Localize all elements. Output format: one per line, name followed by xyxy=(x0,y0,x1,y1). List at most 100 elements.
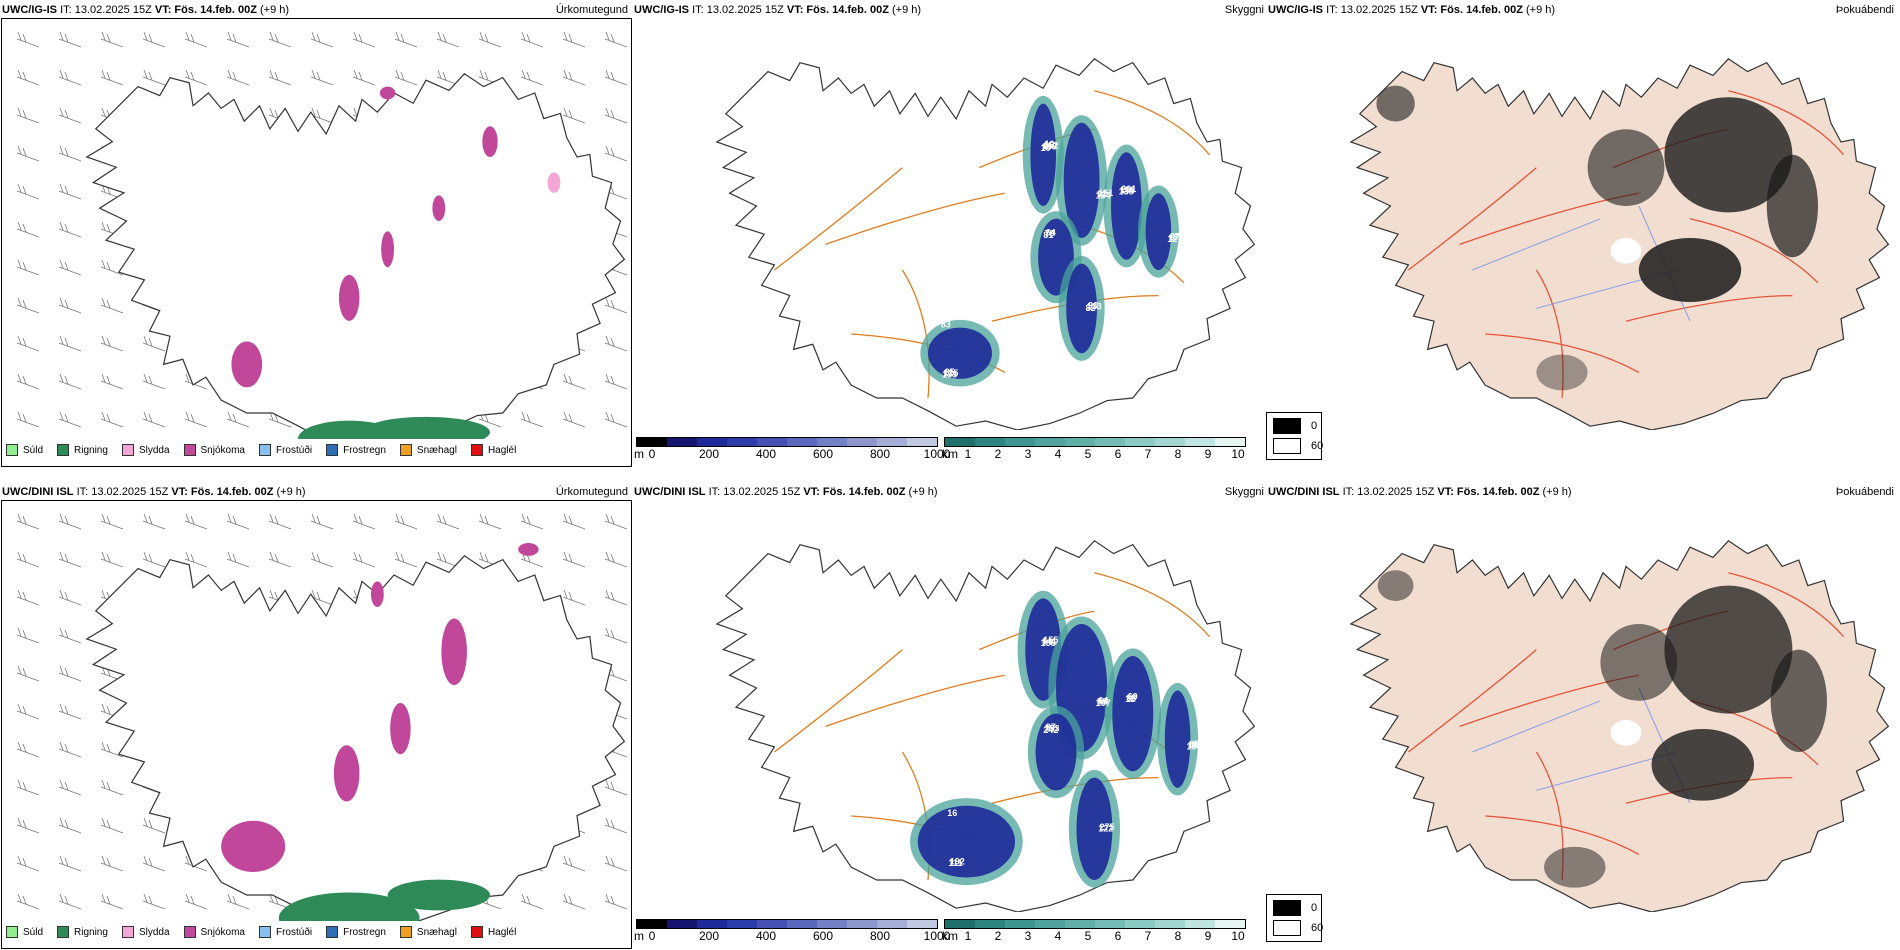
fog-map xyxy=(1350,540,1890,912)
fog-swatch-dark xyxy=(1273,418,1301,434)
legend-label: Snæhagl xyxy=(416,444,457,456)
run-header: UWC/DINI ISL IT: 13.02.2025 15Z VT: Fös.… xyxy=(2,486,306,498)
colorbar-step xyxy=(1125,438,1155,446)
vt-value: Fös. 14.feb. 00Z xyxy=(190,486,277,498)
lead-time: (+9 h) xyxy=(892,4,922,16)
legend-item: Rigning xyxy=(57,444,108,456)
colorbar-step xyxy=(787,920,817,928)
cloud-base-label: 141 xyxy=(1042,636,1057,646)
glacier xyxy=(1610,238,1642,264)
fog-legend-row: 60 xyxy=(1273,438,1323,454)
cloud-base-label: 64 xyxy=(1098,695,1108,705)
legend-item: Rigning xyxy=(57,926,108,938)
visibility-tick: 9 xyxy=(1204,447,1212,461)
fog-map xyxy=(1350,58,1890,430)
legend-label: Frostregn xyxy=(343,926,386,938)
visibility-tick: 6 xyxy=(1114,929,1122,943)
glacier xyxy=(1610,720,1642,746)
cloud-base-label: 138 xyxy=(1119,186,1134,196)
cloud-base-label: 125 xyxy=(943,368,958,378)
cloud-base-label: 35 xyxy=(945,367,955,377)
colorbar-step xyxy=(637,438,667,446)
legend-item: Snjókoma xyxy=(183,926,245,938)
colorbar-step xyxy=(1065,438,1095,446)
visibility-colorbar xyxy=(944,437,1246,447)
snow-area xyxy=(482,126,498,157)
vt-label: VT: xyxy=(154,4,175,16)
fog-high-label: 60 xyxy=(1311,440,1324,452)
legend-label: Haglél xyxy=(487,926,517,938)
cloud-base-label: 151 xyxy=(1098,188,1113,198)
low-cloud-area xyxy=(1066,263,1097,354)
legend-label: Súld xyxy=(23,444,44,456)
colorbar-step xyxy=(1005,438,1035,446)
legend-label: Slydda xyxy=(138,926,170,938)
model-name: UWC/DINI ISL xyxy=(1268,486,1340,498)
snow-area xyxy=(441,618,467,686)
vt-value: Fös. 14.feb. 00Z xyxy=(822,486,909,498)
cloud-base-label: 88 xyxy=(1097,697,1107,707)
low-cloud-area xyxy=(917,805,1016,878)
legend-item: Haglél xyxy=(470,926,517,938)
cloud-base-label: 10 xyxy=(1041,143,1051,153)
colorbar-step xyxy=(1185,438,1215,446)
fog-area xyxy=(1770,649,1827,752)
cloud-base-label: 127 xyxy=(1167,234,1182,244)
cloud-base-label: 60 xyxy=(1128,692,1138,702)
ceiling-unit: m xyxy=(634,447,644,461)
colorbar-step xyxy=(817,438,847,446)
ceiling-tick: 600 xyxy=(812,447,834,461)
legend-swatch xyxy=(183,926,196,938)
visibility-tick: 6 xyxy=(1114,447,1122,461)
fog-area xyxy=(1664,585,1793,714)
vt-label: VT: xyxy=(786,4,807,16)
colorbar-step xyxy=(1215,920,1245,928)
cloud-base-label: 242 xyxy=(1043,725,1058,735)
visibility-tick: 9 xyxy=(1204,929,1212,943)
cloud-base-label: 175 xyxy=(1169,233,1184,243)
visibility-tick: 2 xyxy=(994,929,1002,943)
it-label: IT: xyxy=(60,4,75,16)
fog-swatch-light xyxy=(1273,438,1301,454)
legend-swatch xyxy=(121,926,134,938)
cloud-base-label: 64 xyxy=(1046,227,1056,237)
it-value: 13.02.2025 15Z xyxy=(1340,4,1421,16)
legend-swatch xyxy=(57,926,70,938)
cloud-base-label: 253 xyxy=(1044,724,1059,734)
visibility-ticks: km 1 2 3 4 5 6 7 8 9 10 xyxy=(942,447,1245,463)
run-header: UWC/DINI ISL IT: 13.02.2025 15Z VT: Fös.… xyxy=(634,486,938,498)
visibility-tick: 1 xyxy=(964,929,972,943)
run-header: UWC/IG-IS IT: 13.02.2025 15Z VT: Fös. 14… xyxy=(1268,4,1555,16)
legend-swatch xyxy=(121,444,134,456)
cloud-base-label: 134 xyxy=(1096,190,1111,200)
colorbar-step xyxy=(667,438,697,446)
run-header: UWC/DINI ISL IT: 13.02.2025 15Z VT: Fös.… xyxy=(1268,486,1572,498)
ceiling-tick: 200 xyxy=(698,929,720,943)
legend-swatch xyxy=(258,444,271,456)
colorbar-step xyxy=(757,920,787,928)
colorbar-step xyxy=(757,438,787,446)
ceiling-tick: 0 xyxy=(648,447,656,461)
legend-swatch xyxy=(399,926,412,938)
legend-label: Frostregn xyxy=(343,444,386,456)
cloud-base-label: 108 xyxy=(1120,185,1135,195)
it-value: 13.02.2025 15Z xyxy=(74,4,155,16)
cloud-base-label: 79 xyxy=(1044,229,1054,239)
fog-legend: 0 60 xyxy=(1266,894,1323,942)
snow-area xyxy=(338,274,360,321)
it-value: 13.02.2025 15Z xyxy=(723,486,804,498)
low-cloud-area xyxy=(1030,103,1056,206)
cloud-base-label: 96 xyxy=(1088,300,1098,310)
fog-swatch-dark xyxy=(1273,900,1301,916)
legend-swatch xyxy=(326,444,339,456)
legend-item: Súld xyxy=(6,444,43,456)
visibility-unit: km xyxy=(942,447,958,461)
cloud-base-label: 92 xyxy=(1097,189,1107,199)
legend-label: Snjókoma xyxy=(200,926,245,938)
legend-item: Frostregn xyxy=(326,444,386,456)
legend-item: Slydda xyxy=(121,926,170,938)
precip-type-panel: UWC/DINI ISL IT: 13.02.2025 15Z VT: Fös.… xyxy=(0,482,632,950)
colorbar-step xyxy=(907,438,937,446)
colorbar-step xyxy=(697,920,727,928)
low-cloud-area xyxy=(1035,713,1077,791)
